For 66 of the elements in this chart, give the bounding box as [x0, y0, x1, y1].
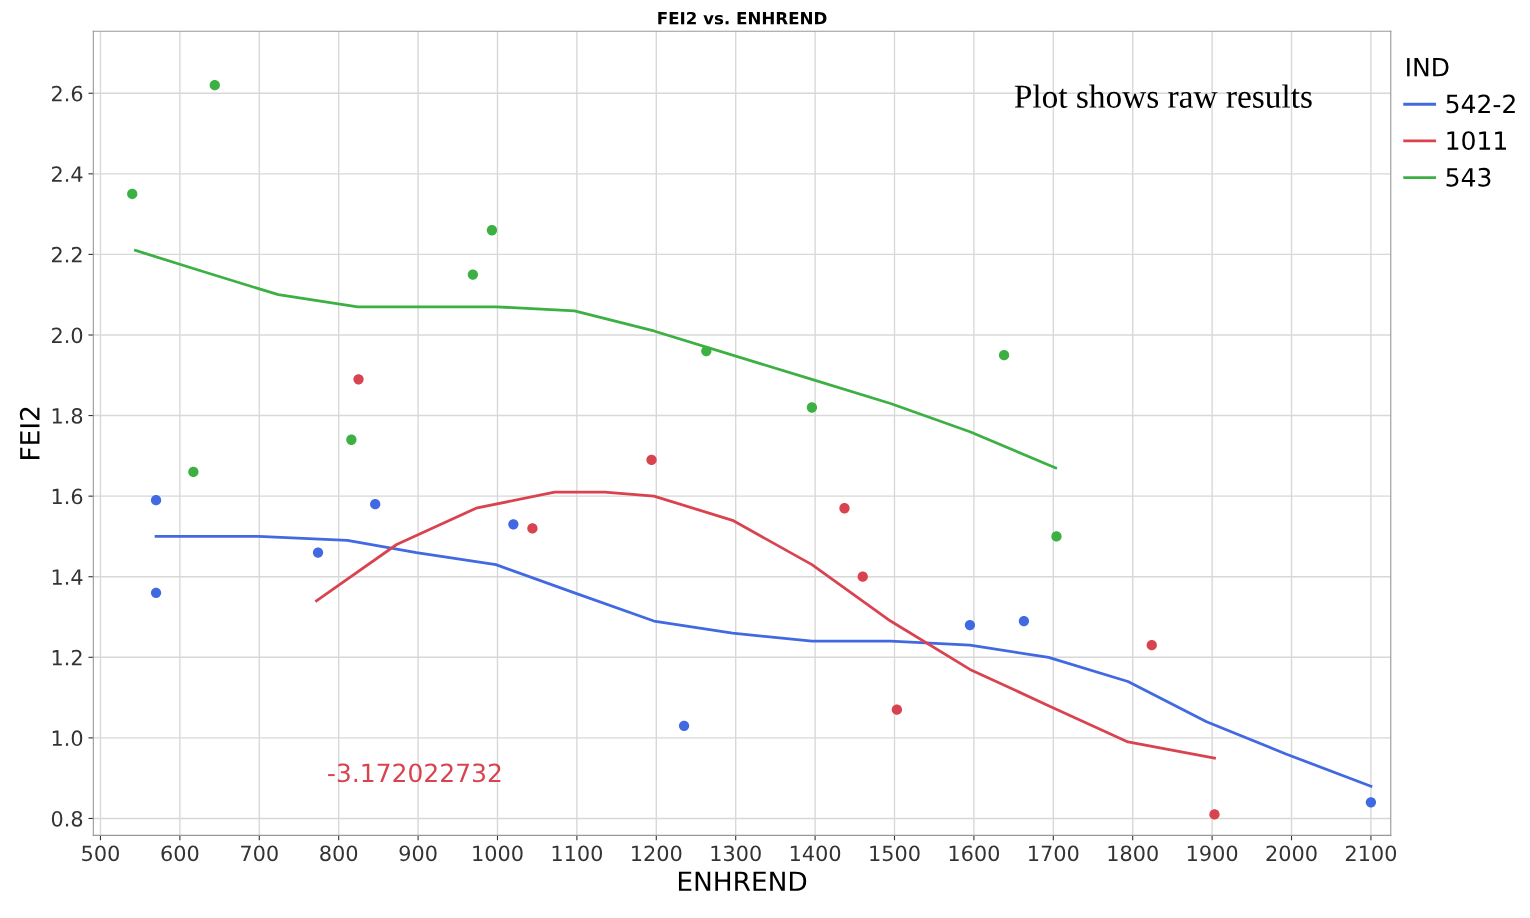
- point: [467, 269, 479, 280]
- x-tick-label: 1500: [870, 845, 920, 862]
- x-tick-label: 1900: [1187, 845, 1238, 862]
- y-tick-label: 0.8: [51, 810, 83, 827]
- x-tick-label: 500: [82, 845, 119, 862]
- point: [486, 225, 498, 236]
- point: [1018, 615, 1030, 627]
- x-tick-label: 2000: [1266, 845, 1317, 862]
- y-tick-label: 2.2: [52, 246, 82, 263]
- y-tick-label: 1.4: [52, 569, 83, 585]
- legend-label: 542-2: [1446, 94, 1515, 114]
- point: [839, 503, 850, 514]
- point: [527, 523, 538, 534]
- x-tick-label: 1000: [473, 845, 523, 862]
- line-series: [154, 535, 1373, 788]
- point: [1209, 809, 1220, 820]
- chart-title: FEI2 vs. ENHREND: [658, 11, 827, 25]
- point: [150, 587, 162, 598]
- point: [209, 80, 220, 91]
- point: [678, 720, 690, 731]
- point: [646, 454, 657, 466]
- point: [312, 547, 324, 558]
- point: [998, 349, 1010, 361]
- line-series: [134, 248, 1058, 470]
- legend-title: IND: [1407, 58, 1449, 77]
- y-tick-label: 2.4: [52, 166, 83, 182]
- y-tick-label: 1.2: [52, 649, 82, 666]
- x-tick-label: 2100: [1345, 845, 1397, 862]
- point: [964, 619, 976, 631]
- point: [1146, 640, 1157, 651]
- point: [353, 374, 364, 385]
- x-tick-label: 1300: [711, 845, 761, 862]
- x-tick-label: 1600: [949, 845, 1000, 862]
- point: [1051, 531, 1062, 542]
- point: [188, 466, 199, 478]
- x-axis-title: ENHREND: [678, 871, 807, 891]
- annotation: Plot shows raw results: [1014, 84, 1312, 108]
- x-tick-label: 900: [399, 845, 437, 862]
- point: [806, 402, 818, 413]
- annotation: -3.172022732: [328, 763, 501, 783]
- x-tick-label: 1800: [1108, 845, 1158, 862]
- y-tick-label: 1.8: [52, 408, 83, 424]
- point: [1365, 797, 1377, 808]
- point: [857, 571, 868, 582]
- point: [370, 499, 381, 510]
- point: [891, 704, 903, 715]
- y-tick-label: 1.6: [52, 488, 83, 505]
- line-series: [315, 490, 1216, 760]
- y-axis-title: FEI2: [19, 407, 40, 459]
- y-tick-label: 2.6: [52, 85, 83, 102]
- y-tick-label: 1.0: [52, 730, 83, 747]
- x-tick-label: 800: [320, 845, 358, 862]
- point: [508, 519, 519, 530]
- legend-label: 1011: [1447, 131, 1506, 151]
- x-tick-label: 600: [161, 845, 199, 862]
- point: [127, 188, 138, 200]
- x-tick-label: 1400: [790, 845, 841, 862]
- x-tick-label: 1100: [552, 845, 603, 862]
- x-tick-label: 1200: [632, 845, 682, 862]
- point: [346, 434, 357, 445]
- legend-label: 543: [1446, 167, 1491, 187]
- point: [150, 495, 162, 506]
- y-tick-label: 2.0: [52, 327, 83, 344]
- point: [701, 345, 712, 357]
- x-tick-label: 700: [241, 845, 278, 862]
- x-tick-label: 1700: [1029, 845, 1079, 862]
